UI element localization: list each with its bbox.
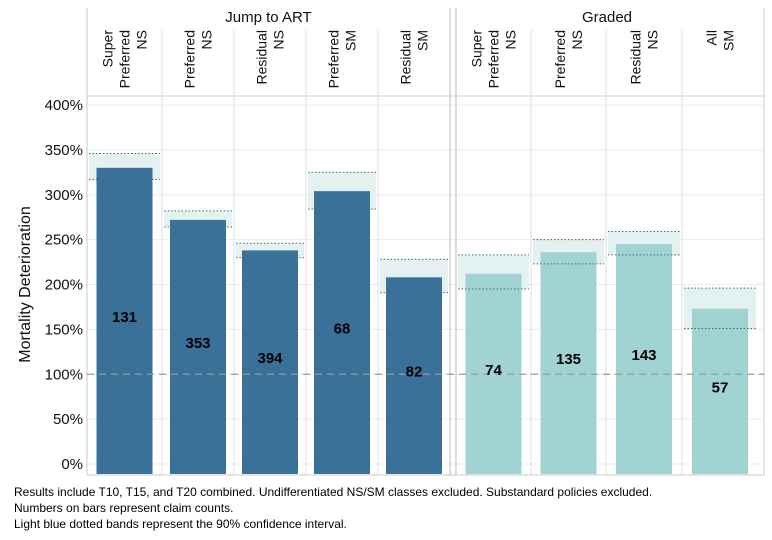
- count-label-2: 394: [257, 350, 283, 367]
- category-label-2: ResidualNS: [254, 30, 287, 84]
- bar-6: [540, 252, 597, 474]
- y-tick-label-1: 50%: [53, 411, 83, 428]
- category-label-4: ResidualSM: [398, 30, 431, 84]
- category-label-1: PreferredNS: [182, 30, 215, 88]
- count-label-4: 82: [406, 364, 423, 381]
- bar-0: [96, 167, 153, 474]
- y-tick-label-7: 350%: [45, 142, 83, 159]
- mortality-deterioration-chart: Jump to ART Graded SuperPreferredNS Preferr…: [17, 8, 765, 476]
- count-label-7: 143: [631, 347, 656, 364]
- bar-7: [616, 244, 672, 474]
- category-label-5: SuperPreferredNS: [469, 30, 519, 89]
- y-axis-title: Mortality Deterioration: [17, 206, 34, 363]
- bar-3: [314, 191, 370, 474]
- count-label-0: 131: [112, 309, 137, 326]
- y-tick-label-4: 200%: [45, 277, 83, 294]
- count-label-8: 57: [712, 379, 729, 396]
- y-tick-label-5: 250%: [45, 232, 83, 249]
- bar-1: [170, 219, 226, 474]
- y-tick-label-8: 400%: [45, 97, 83, 114]
- category-label-0: SuperPreferredNS: [100, 30, 150, 89]
- bar-2: [242, 250, 298, 474]
- category-label-6: PreferredNS: [552, 30, 585, 88]
- bar-4: [386, 277, 442, 474]
- bar-8: [692, 308, 748, 474]
- note-line-2: Numbers on bars represent claim counts.: [14, 501, 234, 515]
- category-label-7: ResidualNS: [628, 30, 661, 84]
- count-label-6: 135: [556, 351, 581, 368]
- y-tick-label-0: 0%: [61, 456, 83, 473]
- chart-notes: Results include T10, T15, and T20 combin…: [14, 484, 764, 532]
- note-line-1: Results include T10, T15, and T20 combin…: [14, 485, 653, 499]
- category-label-8: AllSM: [704, 30, 737, 51]
- note-line-3: Light blue dotted bands represent the 90…: [14, 517, 347, 531]
- y-tick-label-3: 150%: [45, 321, 83, 338]
- category-label-3: PreferredSM: [326, 30, 359, 88]
- y-tick-label-2: 100%: [45, 366, 83, 383]
- y-tick-label-6: 300%: [45, 187, 83, 204]
- count-label-5: 74: [485, 362, 502, 379]
- group-title-jump-to-art: Jump to ART: [225, 9, 311, 26]
- count-label-1: 353: [185, 335, 210, 352]
- group-title-graded: Graded: [582, 9, 632, 26]
- count-label-3: 68: [334, 321, 351, 338]
